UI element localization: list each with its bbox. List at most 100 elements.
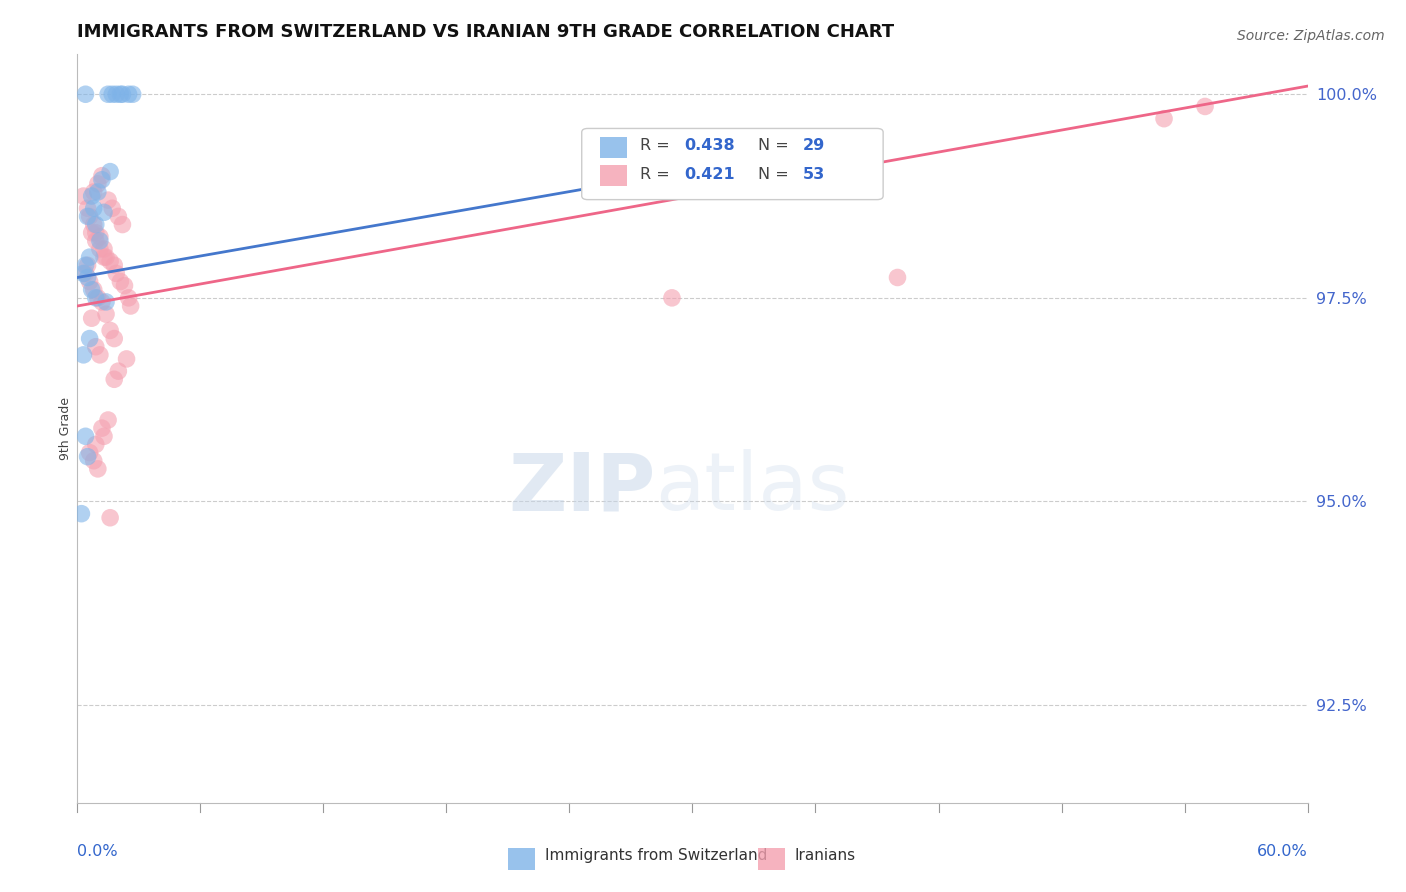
Point bbox=[121, 87, 143, 102]
Point bbox=[76, 270, 98, 285]
Point bbox=[103, 372, 125, 386]
Point bbox=[98, 164, 121, 178]
Point bbox=[117, 291, 139, 305]
Point bbox=[90, 421, 114, 435]
Point bbox=[75, 267, 97, 281]
Point bbox=[111, 218, 134, 232]
Point bbox=[79, 332, 101, 346]
Point bbox=[1194, 99, 1216, 113]
Point bbox=[98, 254, 121, 268]
Point bbox=[87, 462, 110, 476]
Point bbox=[76, 210, 98, 224]
Point bbox=[97, 87, 120, 102]
Point bbox=[72, 348, 94, 362]
Point bbox=[75, 429, 97, 443]
Point bbox=[76, 201, 98, 215]
Point bbox=[90, 294, 114, 309]
Point bbox=[89, 234, 111, 248]
Point bbox=[886, 270, 908, 285]
Point bbox=[89, 229, 111, 244]
Point bbox=[75, 87, 97, 102]
Text: R =: R = bbox=[640, 167, 675, 182]
Point bbox=[1153, 112, 1175, 126]
Point bbox=[94, 307, 117, 321]
Point bbox=[105, 267, 128, 281]
Point bbox=[114, 278, 136, 293]
Point bbox=[110, 275, 132, 289]
Text: Immigrants from Switzerland: Immigrants from Switzerland bbox=[546, 847, 768, 863]
Point bbox=[83, 185, 105, 199]
Point bbox=[84, 234, 107, 248]
Point bbox=[80, 283, 103, 297]
Point bbox=[70, 507, 93, 521]
Text: R =: R = bbox=[640, 138, 675, 153]
Text: IMMIGRANTS FROM SWITZERLAND VS IRANIAN 9TH GRADE CORRELATION CHART: IMMIGRANTS FROM SWITZERLAND VS IRANIAN 9… bbox=[77, 23, 894, 41]
Point bbox=[76, 258, 98, 272]
Point bbox=[105, 87, 128, 102]
Point bbox=[83, 454, 105, 468]
Point bbox=[661, 291, 683, 305]
FancyBboxPatch shape bbox=[582, 128, 883, 200]
Point bbox=[80, 226, 103, 240]
Point bbox=[89, 242, 111, 256]
Point bbox=[101, 201, 124, 215]
Y-axis label: 9th Grade: 9th Grade bbox=[59, 397, 72, 459]
Point bbox=[107, 210, 129, 224]
Point bbox=[79, 210, 101, 224]
Point bbox=[93, 250, 115, 264]
Bar bbox=[508, 847, 536, 871]
Bar bbox=[600, 165, 627, 186]
Point bbox=[83, 283, 105, 297]
Point bbox=[83, 201, 105, 215]
Point bbox=[84, 437, 107, 451]
Text: 29: 29 bbox=[803, 138, 825, 153]
Point bbox=[94, 250, 117, 264]
Point bbox=[79, 250, 101, 264]
Point bbox=[75, 258, 97, 272]
Text: Iranians: Iranians bbox=[794, 847, 856, 863]
Text: 53: 53 bbox=[803, 167, 825, 182]
Point bbox=[90, 169, 114, 183]
Point bbox=[98, 323, 121, 337]
Point bbox=[117, 87, 139, 102]
Point bbox=[98, 510, 121, 524]
Point bbox=[93, 429, 115, 443]
Point bbox=[103, 258, 125, 272]
Text: 60.0%: 60.0% bbox=[1257, 844, 1308, 859]
Point bbox=[94, 294, 117, 309]
Point bbox=[93, 205, 115, 219]
Bar bbox=[758, 847, 785, 871]
Point bbox=[103, 332, 125, 346]
Point bbox=[115, 351, 138, 366]
Point bbox=[84, 218, 107, 232]
Point bbox=[80, 189, 103, 203]
Point bbox=[79, 275, 101, 289]
Point bbox=[84, 226, 107, 240]
Bar bbox=[600, 136, 627, 158]
Point bbox=[110, 87, 132, 102]
Text: 0.0%: 0.0% bbox=[77, 844, 118, 859]
Text: 0.421: 0.421 bbox=[683, 167, 734, 182]
Point bbox=[97, 413, 120, 427]
Point bbox=[84, 340, 107, 354]
Point bbox=[120, 299, 142, 313]
Text: ZIP: ZIP bbox=[509, 449, 655, 527]
Point bbox=[87, 177, 110, 191]
Point bbox=[80, 311, 103, 326]
Point bbox=[111, 87, 134, 102]
Point bbox=[83, 218, 105, 232]
Text: atlas: atlas bbox=[655, 449, 849, 527]
Point bbox=[107, 364, 129, 378]
Point bbox=[72, 189, 94, 203]
Point bbox=[76, 450, 98, 464]
Text: 0.438: 0.438 bbox=[683, 138, 734, 153]
Text: N =: N = bbox=[758, 138, 793, 153]
Point bbox=[90, 173, 114, 187]
Point bbox=[93, 242, 115, 256]
Point bbox=[87, 185, 110, 199]
Point bbox=[87, 291, 110, 305]
Point bbox=[101, 87, 124, 102]
Point bbox=[72, 267, 94, 281]
Text: N =: N = bbox=[758, 167, 793, 182]
Point bbox=[97, 193, 120, 207]
